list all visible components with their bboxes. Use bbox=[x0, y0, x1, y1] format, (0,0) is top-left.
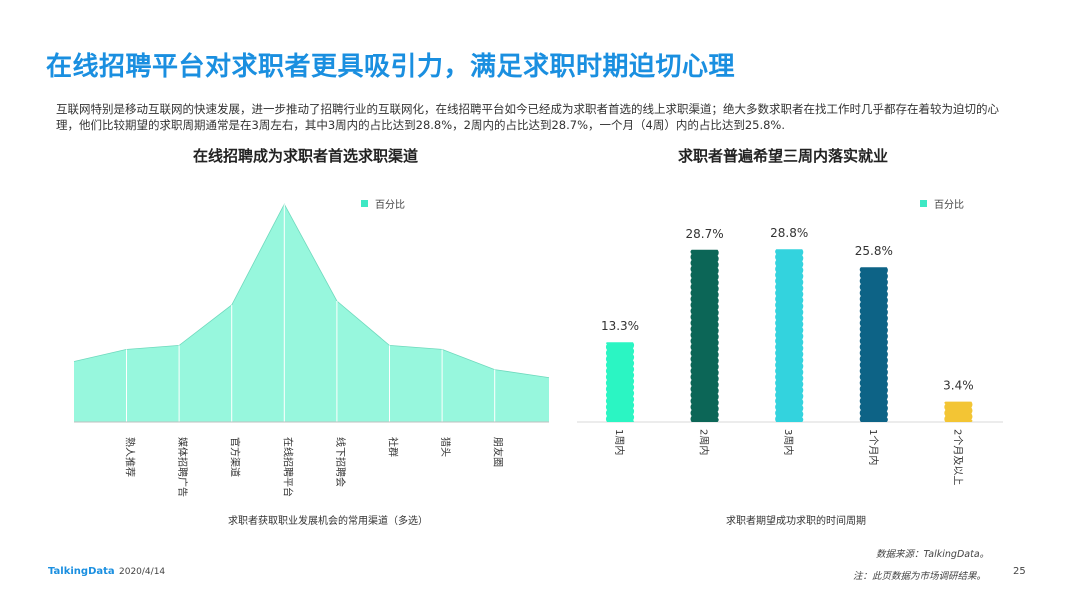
x-tick-label-2: 3周内 bbox=[782, 429, 795, 455]
x-tick-label-5: 社群 bbox=[387, 437, 400, 457]
area-fill bbox=[74, 204, 549, 422]
chart-title-period: 求职者普遍希望三周内落实就业 bbox=[678, 147, 889, 165]
bar-4 bbox=[944, 401, 973, 422]
bar-value-label-2: 28.8% bbox=[770, 226, 808, 240]
data-source: 数据来源：TalkingData。 bbox=[876, 549, 990, 560]
x-tick-label-3: 1个月内 bbox=[867, 429, 880, 465]
x-tick-label-4: 线下招聘会 bbox=[334, 437, 347, 487]
x-axis-caption-channels: 求职者获取职业发展机会的常用渠道（多选） bbox=[228, 516, 428, 527]
data-note: 注：此页数据为市场调研结果。 bbox=[853, 571, 987, 582]
footer-date: 2020/4/14 bbox=[119, 567, 166, 577]
bar-2 bbox=[775, 249, 804, 422]
bar-1 bbox=[690, 249, 719, 422]
page-title: 在线招聘平台对求职者更具吸引力，满足求职时期迫切心理 bbox=[46, 52, 736, 82]
x-tick-label-1: 2周内 bbox=[698, 429, 711, 455]
bar-0 bbox=[605, 342, 635, 422]
intro-paragraph: 互联网特别是移动互联网的快速发展，进一步推动了招聘行业的互联网化，在线招聘平台如… bbox=[56, 102, 999, 132]
chart-title-channels: 在线招聘成为求职者首选求职渠道 bbox=[193, 147, 419, 165]
legend-channels: 百分比 bbox=[361, 196, 405, 211]
x-tick-label-7: 朋友圈 bbox=[492, 437, 505, 467]
bar-value-label-0: 13.3% bbox=[601, 319, 639, 333]
x-tick-label-4: 2个月及以上 bbox=[951, 429, 963, 485]
legend-label: 百分比 bbox=[375, 200, 405, 211]
x-axis-caption-period: 求职者期望成功求职的时间周期 bbox=[726, 516, 866, 527]
x-tick-label-1: 媒体招聘广告 bbox=[176, 437, 189, 497]
bar-value-label-1: 28.7% bbox=[686, 227, 724, 241]
legend-swatch bbox=[920, 200, 927, 207]
x-tick-label-2: 官方渠道 bbox=[229, 437, 242, 477]
legend-period: 百分比 bbox=[920, 196, 964, 211]
bar-3 bbox=[859, 267, 888, 422]
x-tick-label-6: 猎头 bbox=[439, 437, 452, 457]
talkingdata-logo: TalkingData bbox=[48, 566, 115, 577]
area-outline bbox=[73, 203, 550, 378]
legend-swatch bbox=[361, 200, 368, 207]
bar-value-label-4: 3.4% bbox=[943, 379, 974, 393]
page-number: 25 bbox=[1013, 566, 1026, 577]
x-tick-label-0: 熟人推荐 bbox=[124, 437, 137, 477]
x-tick-label-3: 在线招聘平台 bbox=[281, 437, 294, 497]
legend-label: 百分比 bbox=[934, 200, 964, 211]
x-tick-label-0: 1周内 bbox=[613, 429, 626, 455]
bar-value-label-3: 25.8% bbox=[855, 244, 893, 258]
